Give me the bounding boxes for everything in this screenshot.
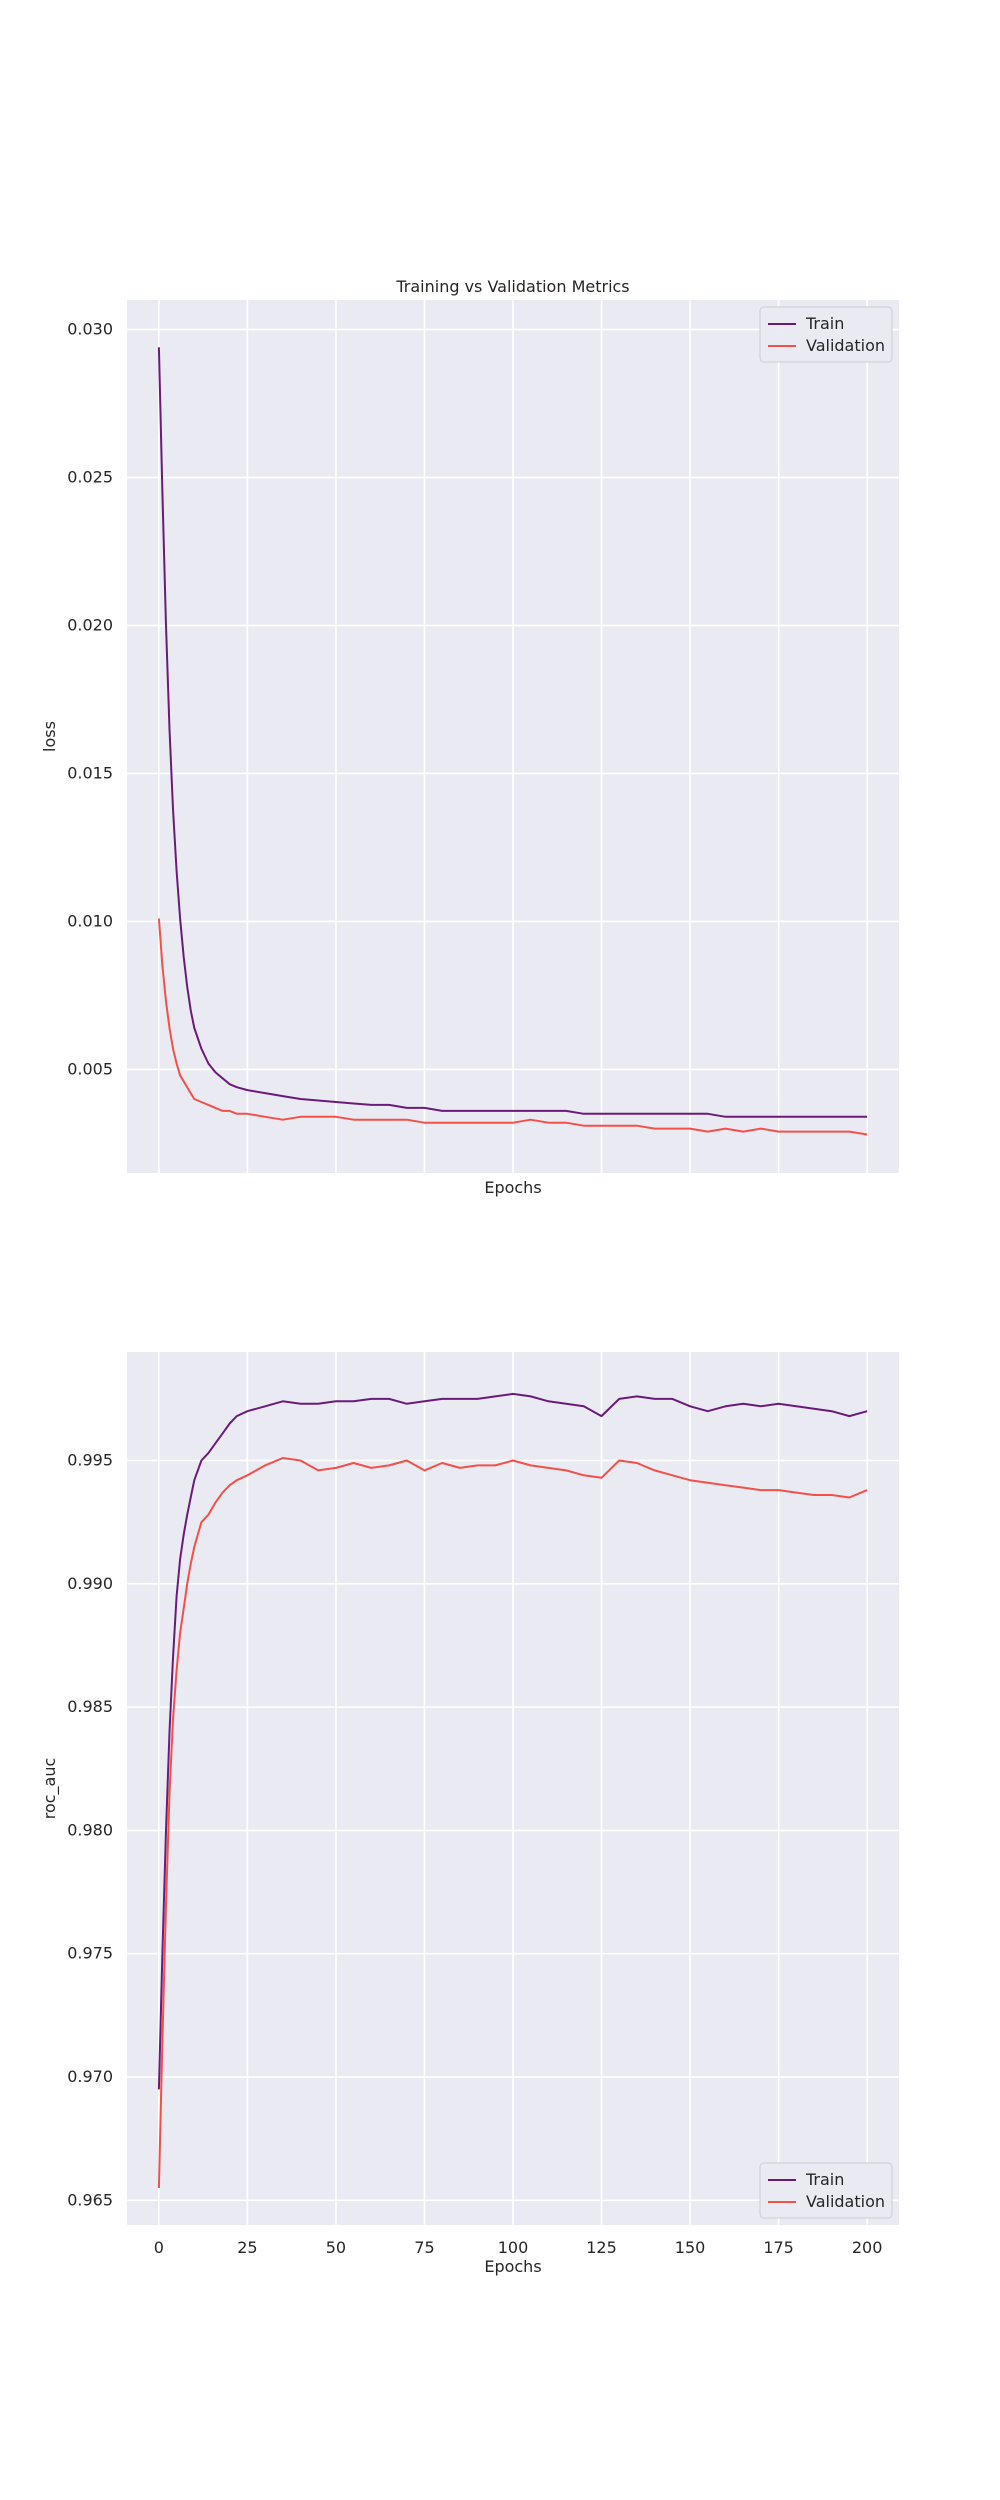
legend-box (759, 2162, 893, 2219)
y-tick-label: 0.975 (67, 1944, 113, 1963)
x-tick-label: 200 (852, 2238, 883, 2257)
legend-label-validation: Validation (806, 336, 885, 355)
series-line-validation (157, 1457, 868, 2189)
y-tick-label: 0.020 (67, 616, 113, 635)
y-tick-label: 0.005 (67, 1059, 113, 1078)
x-tick-label: 100 (498, 2238, 529, 2257)
legend-label-train: Train (805, 314, 844, 333)
x-tick-label: 125 (586, 2238, 617, 2257)
x-tick-label: 75 (414, 2238, 434, 2257)
y-tick-label: 0.025 (67, 468, 113, 487)
legend-box (759, 306, 893, 363)
y-tick-label: 0.010 (67, 911, 113, 930)
y-tick-label: 0.990 (67, 1574, 113, 1593)
x-tick-label: 150 (675, 2238, 706, 2257)
series-line-train (157, 347, 868, 1118)
y-tick-label: 0.030 (67, 320, 113, 339)
y-tick-label: 0.015 (67, 763, 113, 782)
y-tick-label: 0.980 (67, 1820, 113, 1839)
y-tick-label: 0.970 (67, 2067, 113, 2086)
x-axis-label: Epochs (484, 2257, 541, 2276)
roc-auc-panel: 0.965 0.970 0.975 0.980 0.985 0.990 0.995 0 25 50… (40, 1352, 899, 2276)
x-tick-label: 50 (326, 2238, 346, 2257)
loss-panel: 0.005 0.010 0.015 0.020 0.025 0.030 Epochs loss… (40, 300, 899, 1197)
y-axis-label: loss (40, 721, 59, 752)
figure-title: Training vs Validation Metrics (395, 277, 629, 296)
legend-label-train: Train (805, 2170, 844, 2189)
x-axis-label: Epochs (484, 1178, 541, 1197)
series-line-train (157, 1392, 868, 2090)
x-tick-label: 175 (763, 2238, 794, 2257)
x-tick-label: 0 (154, 2238, 164, 2257)
legend-label-validation: Validation (806, 2192, 885, 2211)
y-tick-label: 0.985 (67, 1697, 113, 1716)
y-tick-label: 0.965 (67, 2190, 113, 2209)
y-tick-label: 0.995 (67, 1451, 113, 1470)
y-axis-label: roc_auc (40, 1758, 60, 1820)
series-line-validation (157, 918, 868, 1136)
x-tick-label: 25 (237, 2238, 257, 2257)
